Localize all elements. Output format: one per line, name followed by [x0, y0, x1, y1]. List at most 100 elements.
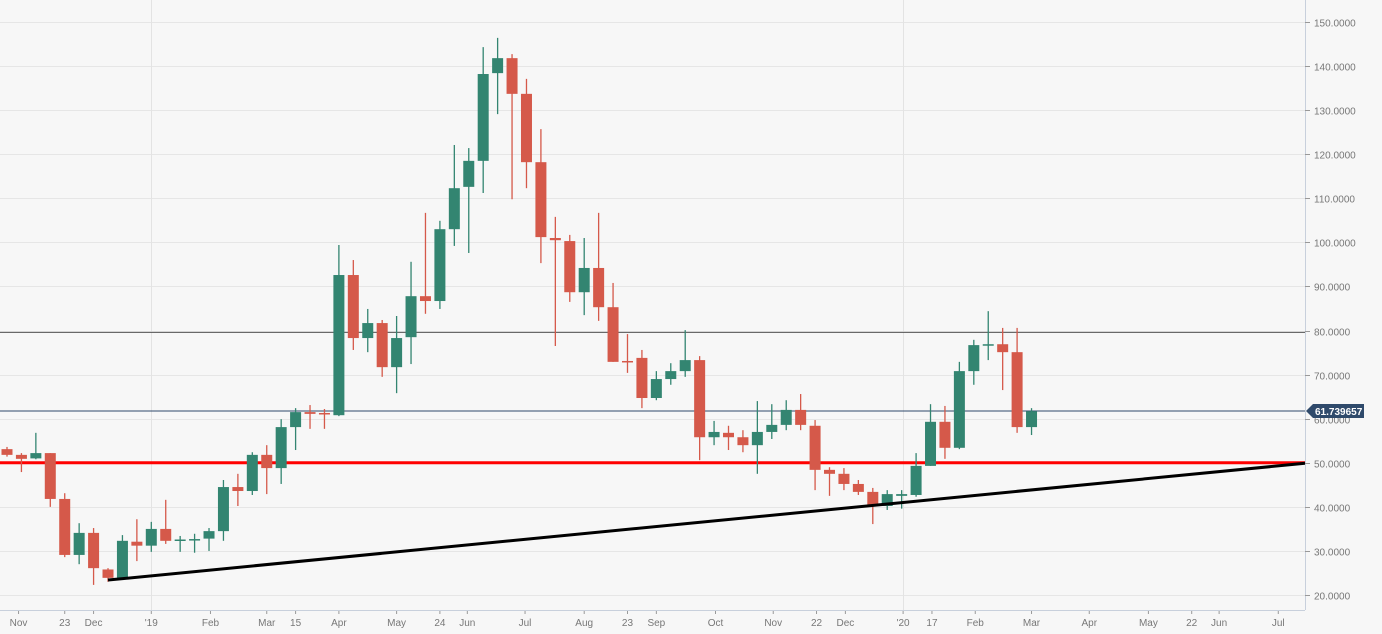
price-tick-label: 30.0000: [1314, 548, 1351, 559]
candle-bullish: [953, 361, 965, 450]
candle-bearish: [160, 499, 172, 544]
candle-bearish: [15, 453, 27, 473]
candle-bullish: [434, 220, 446, 309]
time-tick-label: Mar: [258, 618, 276, 629]
price-tick-label: 50.0000: [1314, 460, 1351, 471]
candle-body: [982, 344, 994, 346]
candle-bullish: [492, 37, 504, 115]
candle-bearish: [593, 212, 605, 321]
candle-bearish: [318, 409, 330, 429]
candle-body: [30, 453, 42, 459]
time-tick-label: Sep: [647, 618, 665, 629]
candle-bullish: [968, 339, 980, 385]
candle-bearish: [564, 234, 576, 302]
time-tick-label: Dec: [85, 618, 103, 629]
candle-bearish: [131, 519, 143, 562]
candle-bearish: [44, 453, 56, 507]
candle-bullish: [766, 404, 778, 439]
candle-body: [275, 427, 287, 469]
candle-bearish: [506, 54, 518, 200]
price-tick-label: 20.0000: [1314, 592, 1351, 603]
candle-body: [1011, 352, 1023, 428]
price-tick-label: 70.0000: [1314, 372, 1351, 383]
price-axis[interactable]: 20.0000 30.0000 40.0000 50.0000 60.0000 70.00…: [1305, 19, 1356, 603]
candle-bearish: [1011, 327, 1023, 433]
candle-body: [333, 275, 345, 416]
candle-bearish: [621, 334, 633, 373]
candle-bearish: [347, 260, 359, 350]
candle-body: [160, 528, 172, 541]
candle-body: [189, 539, 201, 541]
time-tick-label: Oct: [708, 618, 724, 629]
candle-bearish: [520, 78, 532, 189]
candle-bearish: [939, 405, 951, 459]
price-tick-label: 40.0000: [1314, 504, 1351, 515]
candle-body: [737, 437, 749, 446]
candles: [1, 37, 1038, 585]
candle-bullish: [463, 148, 475, 253]
candle-body: [694, 360, 706, 438]
candle-bearish: [636, 349, 648, 409]
candle-bullish: [203, 528, 215, 551]
time-tick-label: 15: [290, 618, 302, 629]
time-axis[interactable]: Nov 23 Dec '19 Feb Mar 15 Apr May 24 Jun Jul Aug 23 Se…: [10, 611, 1285, 629]
candle-body: [246, 454, 258, 492]
candle-bullish: [73, 523, 85, 565]
candle-body: [232, 487, 244, 492]
candle-body: [679, 360, 691, 372]
time-tick-label: 17: [926, 618, 938, 629]
candle-bearish: [419, 212, 431, 314]
candle-bearish: [824, 467, 836, 496]
horizontal-levels: [0, 331, 1305, 465]
candle-body: [434, 229, 446, 302]
candle-body: [73, 532, 85, 555]
candle-bullish: [189, 533, 201, 553]
candle-body: [347, 275, 359, 339]
candle-body: [997, 344, 1009, 353]
candle-body: [376, 323, 388, 368]
candle-bullish: [650, 371, 662, 401]
candle-bearish: [607, 282, 619, 362]
candle-bullish: [477, 47, 489, 194]
price-tick-label: 60.0000: [1314, 416, 1351, 427]
candle-body: [535, 162, 547, 238]
candle-bullish: [391, 316, 403, 394]
candle-body: [621, 360, 633, 363]
candle-bullish: [1026, 408, 1038, 436]
candle-bullish: [578, 237, 590, 316]
price-tick-label: 140.0000: [1314, 63, 1356, 74]
time-tick-label: Feb: [967, 618, 985, 629]
candle-body: [463, 160, 475, 187]
candle-bearish: [304, 405, 316, 429]
candle-bearish: [852, 479, 864, 495]
candle-bullish: [982, 311, 994, 361]
candle-body: [925, 421, 937, 466]
candle-body: [665, 371, 677, 380]
candle-body: [549, 237, 561, 241]
candle-body: [217, 487, 229, 532]
candle-bullish: [708, 420, 720, 446]
candle-body: [419, 296, 431, 302]
price-tick-label: 130.0000: [1314, 107, 1356, 118]
price-tick-label: 90.0000: [1314, 283, 1351, 294]
time-tick-label: Jun: [459, 618, 475, 629]
candle-body: [174, 539, 186, 541]
time-tick-label: 24: [434, 618, 446, 629]
candle-body: [44, 453, 56, 499]
candle-bearish: [535, 129, 547, 264]
time-tick-label: Mar: [1023, 618, 1041, 629]
trendline-group: [107, 461, 1306, 582]
candle-bearish: [549, 216, 561, 346]
candle-body: [564, 241, 576, 293]
time-tick-label: 23: [59, 618, 71, 629]
candle-bearish: [795, 394, 807, 431]
candle-body: [88, 532, 100, 569]
candle-bullish: [751, 401, 763, 474]
time-tick-label: 22: [1186, 618, 1198, 629]
candle-bearish: [88, 528, 100, 585]
candle-bullish: [275, 419, 287, 484]
candle-body: [492, 58, 504, 74]
time-tick-label: Nov: [764, 618, 782, 629]
